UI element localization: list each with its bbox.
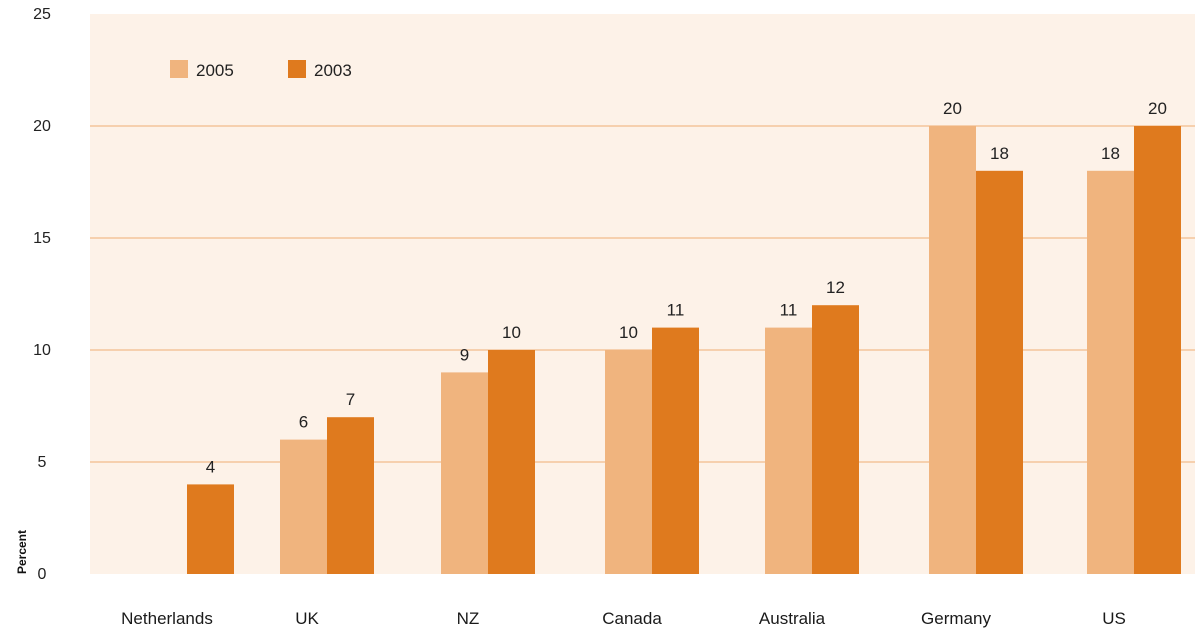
value-label: 20 — [943, 99, 962, 118]
value-label: 11 — [780, 301, 798, 320]
category-label: US — [1102, 609, 1126, 628]
value-label: 10 — [619, 323, 638, 342]
category-label: Australia — [759, 609, 826, 628]
legend-swatch-2005 — [170, 60, 188, 78]
bar-2003-germany — [976, 170, 1023, 575]
value-label: 9 — [460, 345, 469, 364]
bar-2005-uk — [280, 439, 327, 574]
value-label: 18 — [1101, 144, 1120, 163]
bar-2005-australia — [765, 327, 812, 574]
category-label: NZ — [457, 609, 480, 628]
value-label: 18 — [990, 144, 1009, 163]
legend-label: 2003 — [314, 61, 352, 80]
bar-2005-germany — [929, 126, 976, 574]
y-tick-label: 5 — [38, 454, 47, 471]
bar-2003-nz — [488, 350, 535, 574]
legend-swatch-2003 — [288, 60, 306, 78]
bar-2003-australia — [812, 305, 859, 574]
y-tick-label: 0 — [38, 566, 47, 583]
value-label: 6 — [299, 413, 308, 432]
y-axis-label: Percent — [15, 530, 29, 574]
y-tick-label: 10 — [33, 342, 51, 359]
bar-2005-canada — [605, 350, 652, 574]
value-label: 20 — [1148, 99, 1167, 118]
legend: 2005 2003 — [170, 60, 352, 80]
value-label: 11 — [667, 301, 685, 320]
y-tick-label: 20 — [33, 118, 51, 135]
bar-2003-uk — [327, 417, 374, 574]
value-label: 7 — [346, 390, 355, 409]
bar-2003-us — [1134, 126, 1181, 574]
y-tick-label: 25 — [33, 6, 51, 23]
value-label: 10 — [502, 323, 521, 342]
y-tick-label: 15 — [33, 230, 51, 247]
bar-2005-nz — [441, 372, 488, 574]
value-label: 12 — [826, 278, 845, 297]
bar-2003-canada — [652, 327, 699, 574]
category-labels: Netherlands UK NZ Canada Australia Germany US — [121, 609, 1126, 628]
bar-2003-netherlands — [187, 484, 234, 574]
category-label: UK — [295, 609, 319, 628]
value-labels: 6 9 10 11 20 18 4 7 10 11 12 18 20 — [206, 99, 1167, 476]
bar-2005-us — [1087, 170, 1134, 575]
y-tick-labels: 0 5 10 15 20 25 — [33, 6, 51, 583]
legend-label: 2005 — [196, 61, 234, 80]
category-label: Germany — [921, 609, 991, 628]
bars — [187, 126, 1181, 575]
category-label: Canada — [602, 609, 662, 628]
value-label: 4 — [206, 457, 215, 476]
category-label: Netherlands — [121, 609, 213, 628]
